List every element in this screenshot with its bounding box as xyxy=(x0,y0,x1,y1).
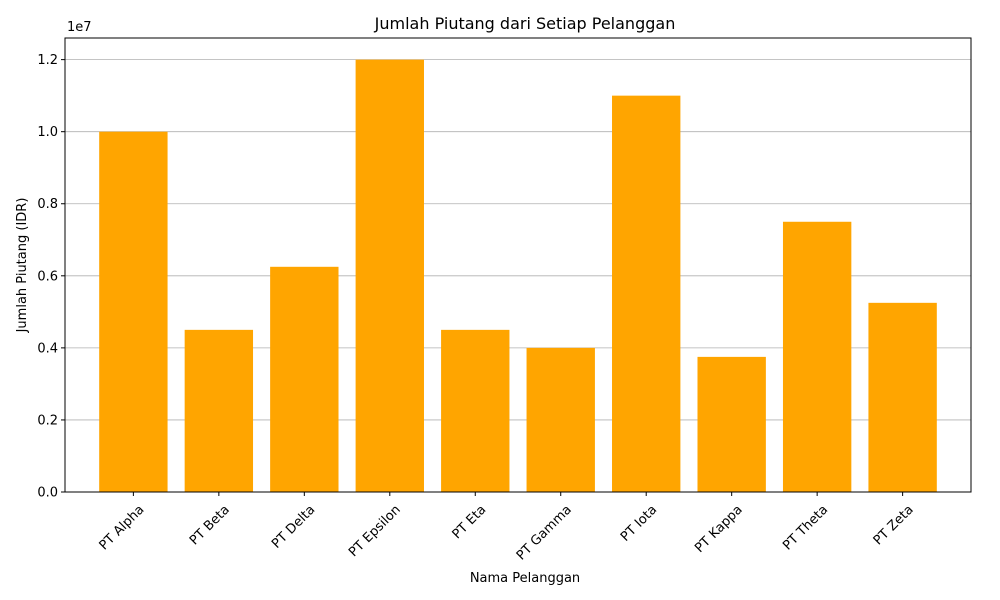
bar xyxy=(441,329,510,492)
y-axis-label: Jumlah Piutang (IDR) xyxy=(15,198,30,334)
y-tick-label: 0.8 xyxy=(37,197,58,212)
y-tick-label: 0.0 xyxy=(37,486,58,501)
bar xyxy=(868,302,937,492)
y-tick-label: 0.4 xyxy=(37,341,58,356)
bar xyxy=(612,95,681,493)
y-tick-label: 0.6 xyxy=(37,269,58,284)
bar xyxy=(184,329,254,492)
bar xyxy=(526,347,595,492)
y-axis-ticks: 0.0 0.2 0.4 0.6 0.8 1.0 1.2 xyxy=(37,53,65,501)
bar xyxy=(99,131,168,492)
plot-frame xyxy=(64,37,972,493)
y-tick-label: 1.2 xyxy=(37,53,58,68)
bar xyxy=(270,266,339,492)
x-axis-label: Nama Pelanggan xyxy=(470,571,580,586)
bars xyxy=(99,59,937,493)
bar xyxy=(782,221,852,492)
chart-title: Jumlah Piutang dari Setiap Pelanggan xyxy=(374,14,676,33)
y-tick-label: 1.0 xyxy=(37,125,58,140)
bar xyxy=(355,59,424,492)
bar xyxy=(697,356,766,492)
y-tick-label: 0.2 xyxy=(37,413,58,428)
y-offset-text: 1e7 xyxy=(67,20,92,35)
